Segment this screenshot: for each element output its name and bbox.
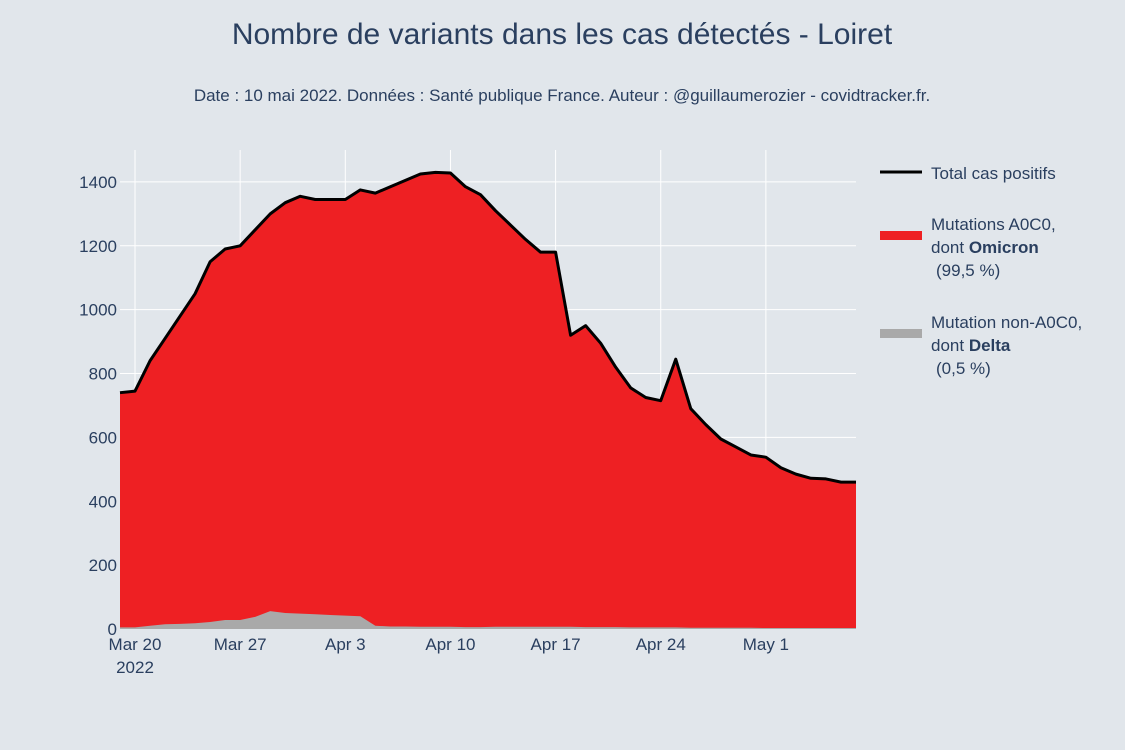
- legend-label-delta-share: (0,5 %): [936, 359, 991, 378]
- legend-label-total: Total cas positifs: [931, 164, 1056, 183]
- legend-swatch-omicron: [880, 231, 922, 240]
- x-tick-label: Apr 10: [425, 635, 475, 654]
- x-tick-label: Apr 17: [531, 635, 581, 654]
- legend-label-omicron-line2: dont Omicron: [931, 238, 1039, 257]
- legend: Total cas positifs Mutations A0C0, dont Om…: [880, 164, 1082, 378]
- y-tick-label: 400: [89, 492, 117, 511]
- y-tick-label: 600: [89, 428, 117, 447]
- chart-subtitle: Date : 10 mai 2022. Données : Santé publ…: [194, 86, 930, 105]
- legend-label-omicron-share: (99,5 %): [936, 261, 1000, 280]
- legend-label-delta: Mutation non-A0C0,: [931, 313, 1082, 332]
- x-tick-label: Mar 20: [109, 635, 162, 654]
- y-axis: 0 200 400 600 800 1000 1200 1400: [79, 173, 117, 639]
- legend-label-omicron: Mutations A0C0,: [931, 215, 1056, 234]
- y-tick-label: 1200: [79, 237, 117, 256]
- x-tick-label: Apr 3: [325, 635, 366, 654]
- y-tick-label: 1400: [79, 173, 117, 192]
- x-tick-label: May 1: [743, 635, 789, 654]
- x-tick-label: Apr 24: [636, 635, 686, 654]
- omicron-area: [120, 172, 856, 629]
- total-line: [119, 170, 856, 484]
- x-axis: Mar 20 2022 Mar 27 Apr 3 Apr 10 Apr 17 Apr 24 M…: [109, 635, 789, 677]
- plot-lines: [119, 170, 856, 484]
- y-tick-label: 800: [89, 365, 117, 384]
- legend-label-delta-line2: dont Delta: [931, 336, 1011, 355]
- x-tick-label: Mar 27: [214, 635, 267, 654]
- y-tick-label: 0: [108, 620, 117, 639]
- y-tick-label: 200: [89, 556, 117, 575]
- chart-title: Nombre de variants dans les cas détectés…: [232, 18, 893, 51]
- plot-areas: [120, 172, 856, 629]
- x-tick-sublabel: 2022: [116, 658, 154, 677]
- y-tick-label: 1000: [79, 301, 117, 320]
- legend-swatch-delta: [880, 329, 922, 338]
- delta-area: [120, 611, 856, 629]
